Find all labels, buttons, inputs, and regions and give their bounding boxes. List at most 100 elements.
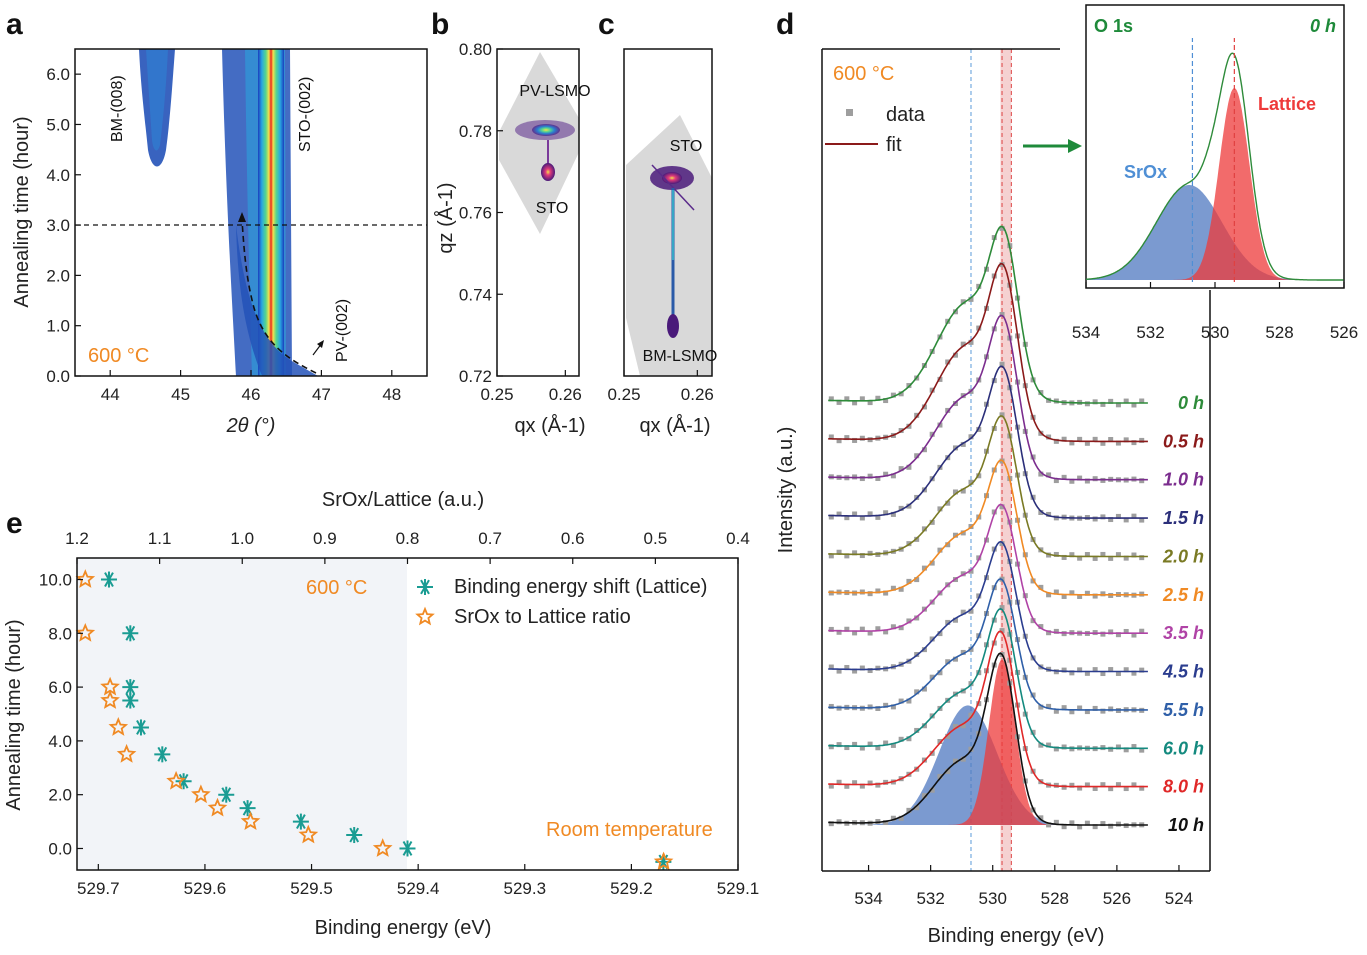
data-point xyxy=(875,395,881,401)
tick-label: 0.25 xyxy=(607,385,640,404)
data-point xyxy=(921,565,927,571)
data-point xyxy=(921,404,927,410)
data-point xyxy=(1131,402,1137,408)
tick-label: 48 xyxy=(382,385,401,404)
label-temp-e: 600 °C xyxy=(306,577,367,599)
data-point xyxy=(1077,555,1083,561)
tick-label: 534 xyxy=(1072,323,1100,342)
pv-arrowhead xyxy=(317,340,324,348)
data-point xyxy=(852,668,858,674)
data-point xyxy=(1100,671,1106,677)
tick-label: 530 xyxy=(979,889,1007,908)
panel-a-ylabel: Annealing time (hour) xyxy=(11,116,33,307)
panel-e-x-ticks: 529.7 529.6 529.5 529.4 529.3 529.2 529.1 xyxy=(77,864,759,898)
data-point xyxy=(1139,785,1145,791)
tick-label: 1.0 xyxy=(230,529,254,548)
tick-label: 1.1 xyxy=(148,529,172,548)
tick-label: 0.74 xyxy=(459,285,492,304)
data-point xyxy=(1053,669,1059,675)
tick-label: 0.26 xyxy=(681,385,714,404)
data-point xyxy=(1108,398,1114,404)
be-shift-point xyxy=(239,800,256,817)
panel-label-b: b xyxy=(431,8,449,41)
data-point xyxy=(1108,786,1114,792)
data-point xyxy=(898,625,904,631)
data-points-05h xyxy=(828,262,1145,446)
data-point xyxy=(844,435,850,441)
data-point xyxy=(1139,398,1145,404)
data-point xyxy=(883,740,889,746)
data-point xyxy=(960,299,966,305)
inset-label-lattice: Lattice xyxy=(1258,94,1316,114)
data-point xyxy=(890,473,896,479)
tick-label: 530 xyxy=(1201,323,1229,342)
panel-e-legend: Binding energy shift (Lattice) SrOx to La… xyxy=(415,576,707,628)
data-point xyxy=(883,629,889,635)
data-point xyxy=(844,783,850,789)
label-temp-d: 600 °C xyxy=(833,63,894,85)
data-point xyxy=(1139,555,1145,561)
data-point xyxy=(914,689,920,695)
data-point xyxy=(929,560,935,566)
data-point xyxy=(867,630,873,636)
panel-e-top-xlabel: SrOx/Lattice (a.u.) xyxy=(322,489,484,511)
data-point xyxy=(890,392,896,398)
panel-a: 0.0 1.0 2.0 3.0 4.0 5.0 6.0 44 45 46 47 48 BM-(008… xyxy=(11,48,428,437)
data-point xyxy=(883,590,889,596)
tick-label: 526 xyxy=(1103,889,1131,908)
tick-label: 47 xyxy=(312,385,331,404)
data-point xyxy=(1084,820,1090,826)
data-point xyxy=(883,471,889,477)
data-point xyxy=(945,500,951,506)
data-point xyxy=(1069,820,1075,826)
data-point xyxy=(929,787,935,793)
fit-line-10h xyxy=(828,652,1148,826)
data-point xyxy=(968,339,974,345)
time-label-25h: 2.5 h xyxy=(1162,585,1204,605)
data-point xyxy=(1115,513,1121,519)
tick-label: 529.2 xyxy=(610,879,653,898)
data-point xyxy=(1046,511,1052,517)
tick-label: 0.5 xyxy=(644,529,668,548)
data-point xyxy=(1038,509,1044,515)
panel-c-x-ticks: 0.25 0.26 xyxy=(607,370,714,404)
data-point xyxy=(1123,628,1129,634)
data-point xyxy=(960,756,966,762)
data-point xyxy=(952,758,958,764)
bm-008-peak xyxy=(139,49,175,167)
data-point xyxy=(1077,824,1083,830)
data-point xyxy=(828,821,834,827)
label-sto-002: STO-(002) xyxy=(297,77,314,152)
time-label-80h: 8.0 h xyxy=(1163,777,1204,797)
label-bm-lsmo: BM-LSMO xyxy=(643,348,718,365)
data-point xyxy=(921,447,927,453)
panel-d-x-ticks: 534 532 530 528 526 524 xyxy=(854,865,1193,908)
fit-line-35h xyxy=(828,503,1148,634)
data-point xyxy=(828,664,834,670)
data-point xyxy=(828,514,834,520)
data-point xyxy=(890,585,896,591)
tick-label: 8.0 xyxy=(48,624,72,643)
inset-x-ticks: 534 532 530 528 526 xyxy=(1072,282,1358,342)
data-point xyxy=(1038,742,1044,748)
legend-data-label: data xyxy=(886,104,926,126)
data-point xyxy=(859,745,865,751)
legend-fit-label: fit xyxy=(886,134,902,156)
label-pv-002: PV-(002) xyxy=(334,299,351,362)
data-point xyxy=(867,400,873,406)
data-point xyxy=(1053,746,1059,752)
time-label-10h: 10 h xyxy=(1168,815,1204,835)
data-point xyxy=(883,702,889,708)
data-point xyxy=(875,514,881,520)
data-point xyxy=(1046,472,1052,478)
data-point xyxy=(1046,822,1052,828)
data-point xyxy=(859,435,865,441)
data-point xyxy=(1131,513,1137,519)
data-point xyxy=(906,578,912,584)
panel-a-xlabel: 2θ (°) xyxy=(226,415,276,437)
data-point xyxy=(1069,440,1075,446)
tick-label: 0.4 xyxy=(726,529,750,548)
data-point xyxy=(1069,552,1075,558)
data-point xyxy=(898,586,904,592)
